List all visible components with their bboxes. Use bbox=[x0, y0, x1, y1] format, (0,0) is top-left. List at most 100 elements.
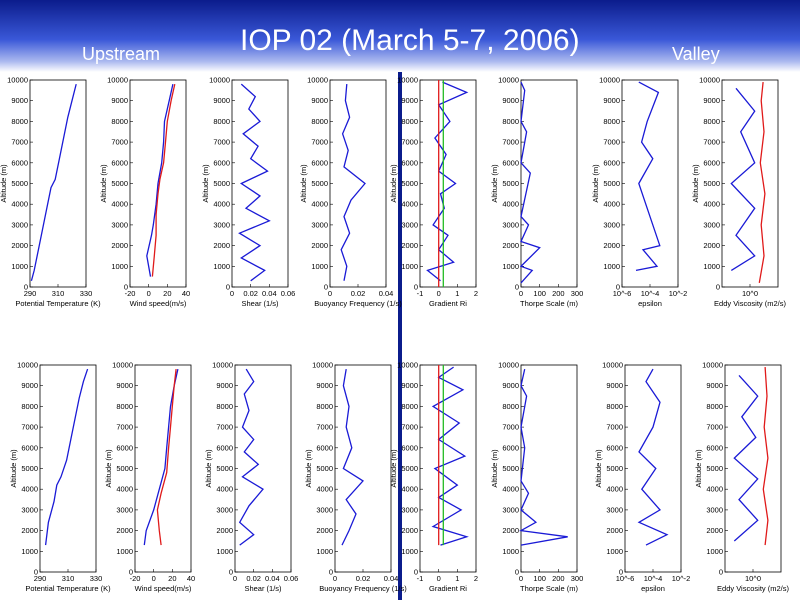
y-tick-label: 0 bbox=[129, 568, 133, 577]
y-tick-label: 2000 bbox=[606, 526, 623, 535]
y-tick-label: 0 bbox=[616, 283, 620, 292]
y-tick-label: 1000 bbox=[502, 262, 519, 271]
plot-frame bbox=[419, 364, 477, 573]
y-tick-label: 1000 bbox=[603, 262, 620, 271]
x-axis-label: Gradient Ri bbox=[429, 299, 467, 308]
series-line bbox=[151, 83, 176, 277]
x-tick-label: 300 bbox=[571, 574, 584, 583]
series-line bbox=[758, 82, 766, 284]
y-tick-label: 4000 bbox=[11, 200, 28, 209]
y-tick-label: 1000 bbox=[111, 262, 128, 271]
y-tick-label: 10000 bbox=[209, 76, 230, 85]
y-tick-label: 0 bbox=[515, 568, 519, 577]
y-tick-label: 8000 bbox=[401, 402, 418, 411]
y-tick-label: 3000 bbox=[706, 505, 723, 514]
y-tick-label: 6000 bbox=[606, 443, 623, 452]
x-tick-label: 0 bbox=[230, 289, 234, 298]
x-tick-label: 0 bbox=[437, 289, 441, 298]
y-tick-label: 9000 bbox=[111, 96, 128, 105]
series-line bbox=[340, 84, 366, 281]
y-tick-label: 0 bbox=[414, 283, 418, 292]
series-line bbox=[431, 366, 469, 546]
plot-frame bbox=[721, 79, 779, 288]
y-axis-label: Altitude (m) bbox=[9, 449, 18, 488]
y-tick-label: 10000 bbox=[112, 361, 133, 370]
x-tick-label: 0.06 bbox=[281, 289, 296, 298]
x-tick-label: 0.04 bbox=[265, 574, 280, 583]
y-tick-label: 6000 bbox=[603, 158, 620, 167]
y-tick-label: 8000 bbox=[11, 117, 28, 126]
x-tick-label: -20 bbox=[125, 289, 136, 298]
y-tick-label: 2000 bbox=[311, 241, 328, 250]
plot-frame bbox=[520, 364, 578, 573]
y-tick-label: 4000 bbox=[606, 485, 623, 494]
y-tick-label: 2000 bbox=[216, 526, 233, 535]
y-tick-label: 2000 bbox=[21, 526, 38, 535]
y-tick-label: 1000 bbox=[116, 547, 133, 556]
y-tick-label: 8000 bbox=[111, 117, 128, 126]
y-axis-label: Altitude (m) bbox=[694, 449, 703, 488]
y-tick-label: 7000 bbox=[502, 138, 519, 147]
y-tick-label: 7000 bbox=[116, 423, 133, 432]
y-tick-label: 9000 bbox=[703, 96, 720, 105]
x-tick-label: 0 bbox=[519, 574, 523, 583]
series-line bbox=[143, 368, 179, 546]
x-tick-label: 0 bbox=[147, 289, 151, 298]
y-tick-label: 5000 bbox=[502, 464, 519, 473]
x-tick-label: 0 bbox=[333, 574, 337, 583]
y-axis-label: Altitude (m) bbox=[0, 164, 8, 203]
x-tick-label: 20 bbox=[168, 574, 176, 583]
y-tick-label: 7000 bbox=[213, 138, 230, 147]
y-tick-label: 1000 bbox=[502, 547, 519, 556]
y-tick-label: 6000 bbox=[21, 443, 38, 452]
series-line bbox=[146, 83, 174, 277]
x-axis-label: Shear (1/s) bbox=[241, 299, 279, 308]
x-tick-label: 200 bbox=[552, 289, 565, 298]
series-line bbox=[238, 83, 271, 282]
y-tick-label: 1000 bbox=[703, 262, 720, 271]
y-tick-label: 3000 bbox=[502, 505, 519, 514]
y-tick-label: 3000 bbox=[606, 505, 623, 514]
y-tick-label: 9000 bbox=[606, 381, 623, 390]
series-line bbox=[44, 368, 89, 546]
y-tick-label: 9000 bbox=[316, 381, 333, 390]
x-axis-label: Potential Temperature (K) bbox=[15, 299, 101, 308]
x-tick-label: 10^-4 bbox=[641, 289, 660, 298]
y-tick-label: 8000 bbox=[401, 117, 418, 126]
y-tick-label: 7000 bbox=[706, 423, 723, 432]
y-tick-label: 6000 bbox=[111, 158, 128, 167]
y-tick-label: 9000 bbox=[502, 96, 519, 105]
y-tick-label: 2000 bbox=[706, 526, 723, 535]
x-tick-label: 0 bbox=[152, 574, 156, 583]
y-tick-label: 10000 bbox=[107, 76, 128, 85]
y-tick-label: 7000 bbox=[606, 423, 623, 432]
y-tick-label: 2000 bbox=[11, 241, 28, 250]
y-tick-label: 7000 bbox=[401, 423, 418, 432]
title-banner bbox=[0, 0, 800, 72]
x-tick-label: -1 bbox=[417, 574, 424, 583]
y-tick-label: 10000 bbox=[699, 76, 720, 85]
y-tick-label: 6000 bbox=[502, 443, 519, 452]
y-tick-label: 3000 bbox=[603, 220, 620, 229]
y-tick-label: 8000 bbox=[603, 117, 620, 126]
y-tick-label: 3000 bbox=[311, 220, 328, 229]
y-tick-label: 6000 bbox=[316, 443, 333, 452]
y-tick-label: 5000 bbox=[213, 179, 230, 188]
series-line bbox=[762, 367, 769, 546]
y-tick-label: 6000 bbox=[216, 443, 233, 452]
x-tick-label: 10^-6 bbox=[613, 289, 632, 298]
y-tick-label: 2000 bbox=[401, 526, 418, 535]
y-tick-label: 10000 bbox=[498, 361, 519, 370]
y-tick-label: 10000 bbox=[498, 76, 519, 85]
y-tick-label: 4000 bbox=[111, 200, 128, 209]
y-tick-label: 9000 bbox=[401, 96, 418, 105]
x-axis-label: Eddy Viscosity (m2/s) bbox=[714, 299, 786, 308]
y-tick-label: 5000 bbox=[11, 179, 28, 188]
y-tick-label: 9000 bbox=[21, 381, 38, 390]
y-tick-label: 6000 bbox=[116, 443, 133, 452]
y-tick-label: 7000 bbox=[11, 138, 28, 147]
x-axis-label: Potential Temperature (K) bbox=[25, 584, 111, 593]
y-tick-label: 4000 bbox=[216, 485, 233, 494]
y-tick-label: 3000 bbox=[116, 505, 133, 514]
